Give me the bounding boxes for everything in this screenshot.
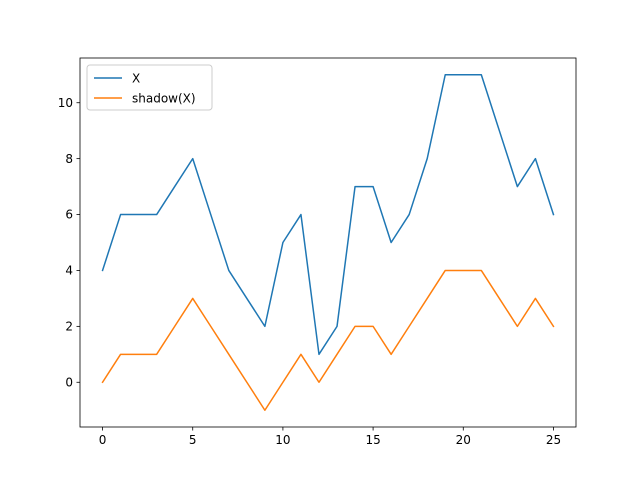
series-line-0 [101,74,555,356]
y-tick-label: 8 [65,152,73,166]
x-tick-label: 15 [365,433,380,447]
legend-label-0: X [132,72,140,86]
x-tick-label: 20 [456,433,471,447]
plot-area [101,74,555,411]
y-tick-label: 0 [65,375,73,389]
y-tick-label: 4 [65,264,73,278]
axes-frame [79,57,577,428]
axes: 0 5 10 15 20 25 0 2 4 6 8 10 [58,57,577,447]
y-tick-label: 10 [58,96,73,110]
x-tick-label: 10 [275,433,290,447]
x-tick-label: 0 [99,433,107,447]
legend-label-1: shadow(X) [132,92,196,106]
x-tick-label: 25 [546,433,561,447]
series-line-1 [101,269,555,411]
x-tick-label: 5 [189,433,197,447]
y-tick-label: 6 [65,208,73,222]
y-tick-label: 2 [65,320,73,334]
